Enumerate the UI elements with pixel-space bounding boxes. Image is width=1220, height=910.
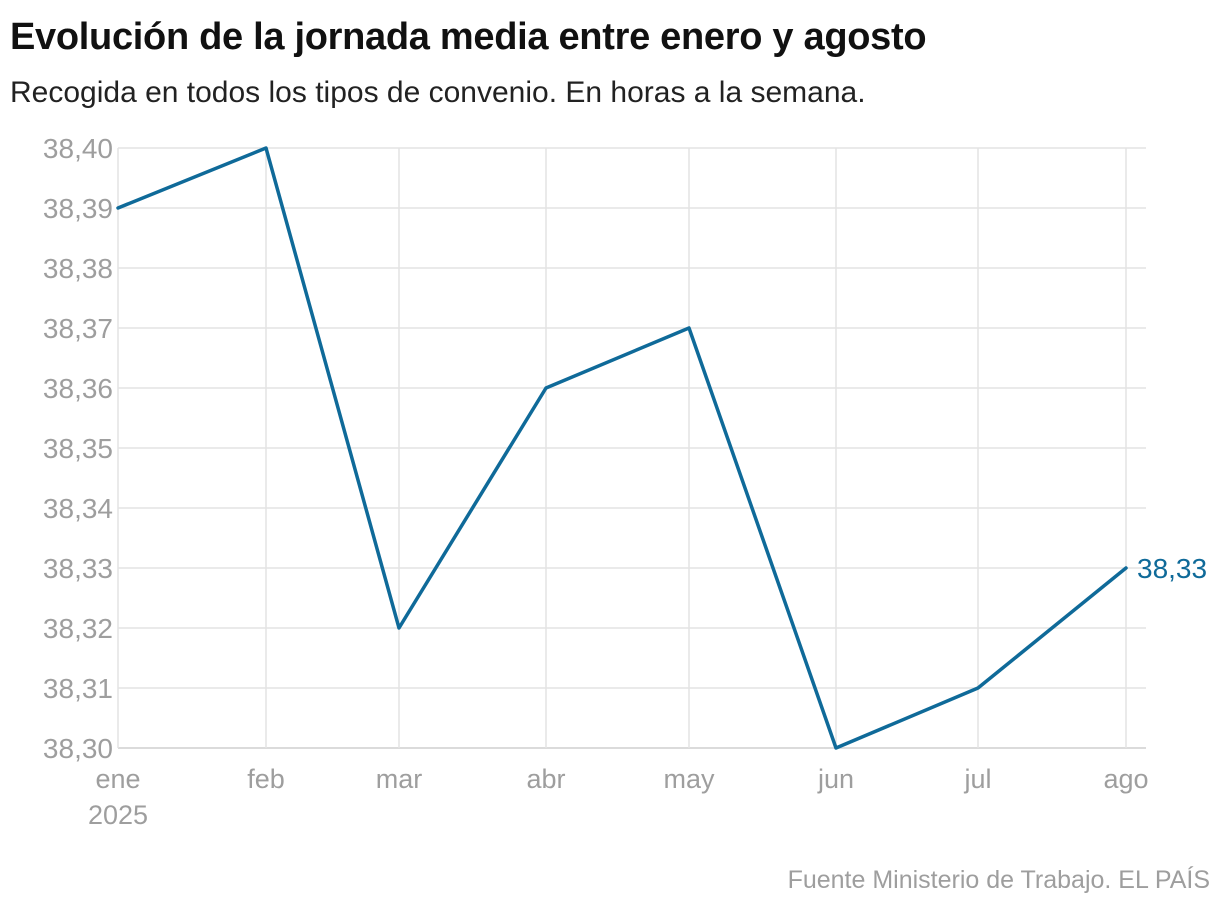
y-tick-label: 38,36 (43, 373, 113, 404)
y-tick-label: 38,39 (43, 193, 113, 224)
horizontal-gridlines (118, 147, 1146, 749)
x-tick-label-may: may (663, 764, 715, 794)
source-note: Fuente Ministerio de Trabajo. EL PAÍS (787, 866, 1210, 894)
y-tick-label: 38,34 (43, 493, 113, 524)
y-tick-label: 38,31 (43, 673, 113, 704)
vertical-gridlines (117, 148, 1127, 748)
x-axis-tick-labels: ene feb mar abr may jun jul ago 2025 (88, 764, 1149, 830)
x-tick-label-jun: jun (817, 764, 854, 794)
y-tick-label: 38,38 (43, 253, 113, 284)
x-tick-year-label: 2025 (88, 800, 148, 830)
x-tick-label-mar: mar (376, 764, 423, 794)
x-tick-label-feb: feb (247, 764, 285, 794)
end-value-label: 38,33 (1137, 553, 1207, 584)
y-tick-label: 38,37 (43, 313, 113, 344)
series-group (116, 146, 1128, 750)
series-line-0 (116, 146, 1128, 750)
x-tick-label-abr: abr (526, 764, 565, 794)
y-tick-label: 38,35 (43, 433, 113, 464)
x-tick-label-ago: ago (1103, 764, 1148, 794)
chart-title: Evolución de la jornada media entre ener… (10, 16, 927, 58)
y-tick-label: 38,30 (43, 733, 113, 764)
chart-subtitle: Recogida en todos los tipos de convenio.… (10, 76, 866, 109)
x-tick-label-ene: ene (95, 764, 140, 794)
y-tick-label: 38,33 (43, 553, 113, 584)
line-chart: 38,30 38,31 38,32 38,33 38,34 38,35 38,36 38,37… (43, 133, 1207, 830)
y-tick-label: 38,40 (43, 133, 113, 164)
y-tick-label: 38,32 (43, 613, 113, 644)
y-axis-tick-labels: 38,30 38,31 38,32 38,33 38,34 38,35 38,36 38,37… (43, 133, 113, 764)
x-tick-label-jul: jul (963, 764, 991, 794)
